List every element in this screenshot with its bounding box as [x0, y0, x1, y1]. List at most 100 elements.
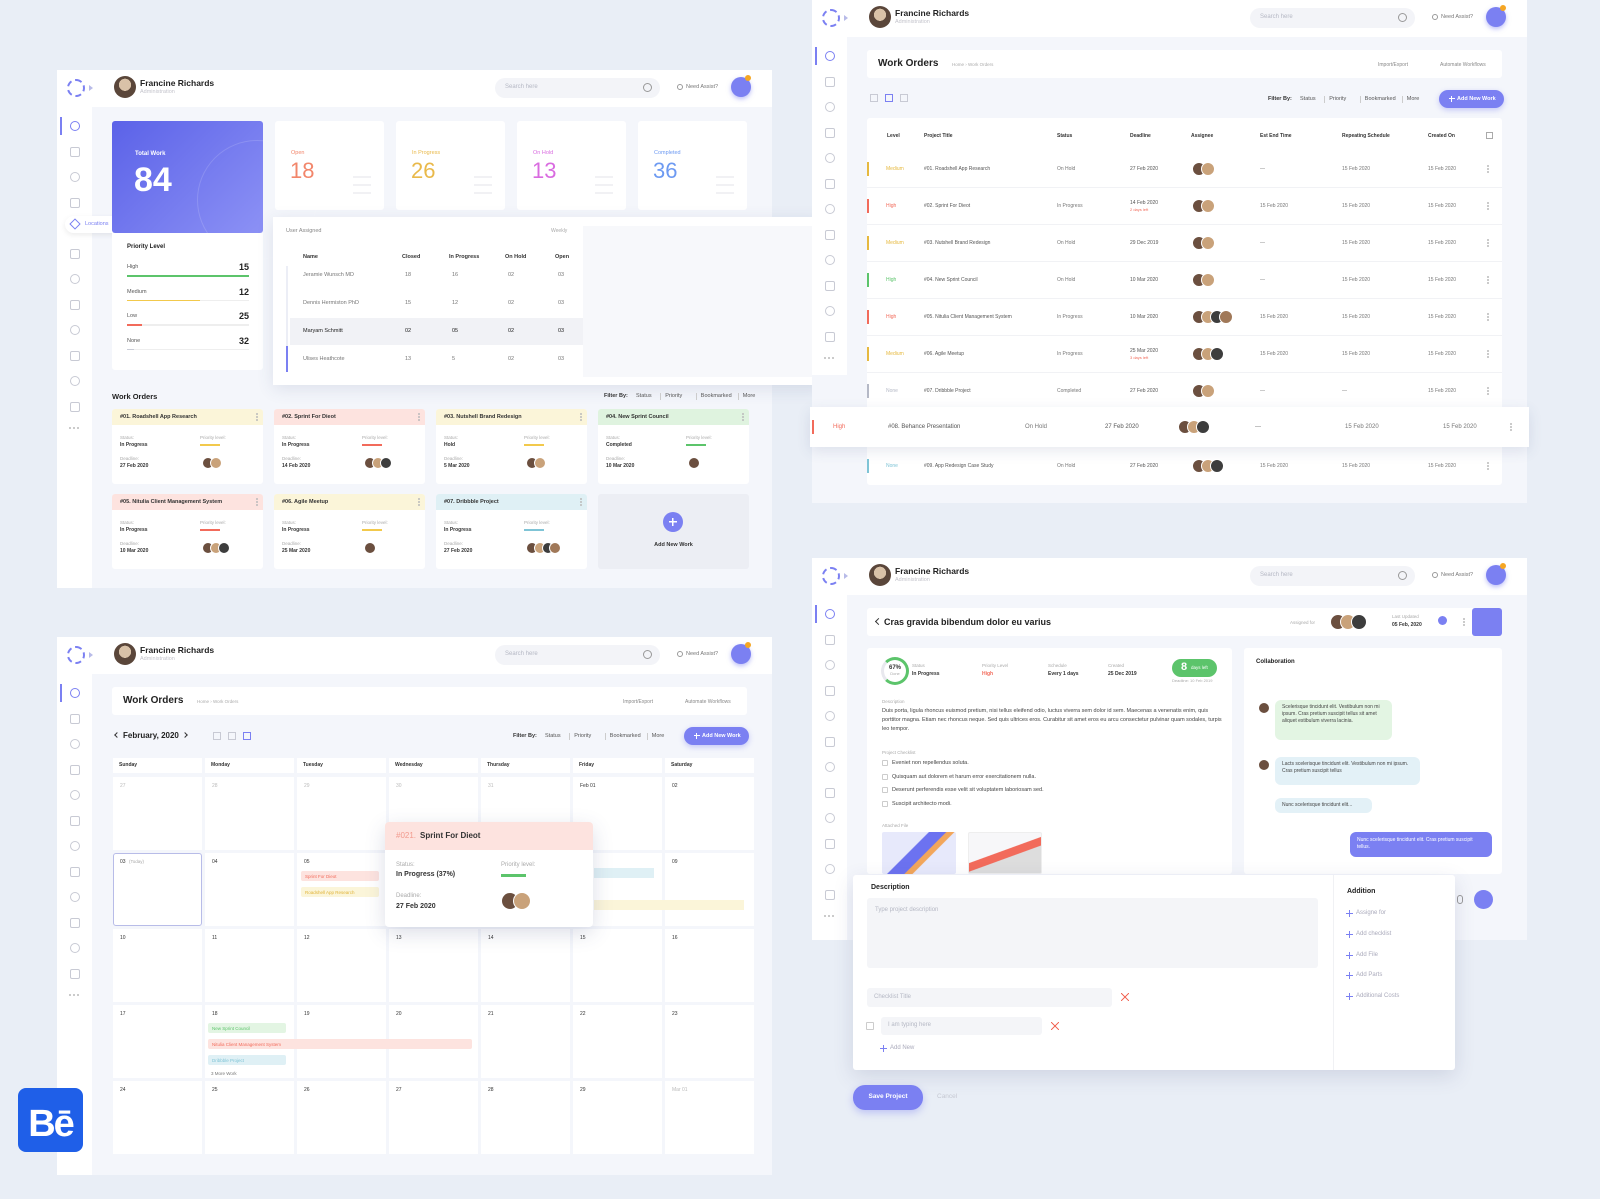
filter-option[interactable]: Bookmarked [1364, 96, 1396, 102]
calendar-date: 17 [120, 1011, 126, 1017]
assigned-label: Assigned for [1290, 620, 1316, 625]
edit-button[interactable] [1472, 608, 1502, 636]
event-continuation [594, 900, 744, 910]
sidebar-icon [70, 892, 80, 902]
filter-option[interactable]: Priority [665, 393, 683, 399]
automate-workflows[interactable]: Automate Workflows [1440, 62, 1486, 68]
avatar [1258, 759, 1270, 771]
work-card-priority-bar [524, 529, 544, 531]
filter-option[interactable]: Bookmarked [609, 733, 641, 739]
checklist-title-input[interactable]: Checklist Title [867, 988, 1112, 1007]
assigned-title[interactable]: User Assigned [286, 228, 322, 234]
created-on: 15 Feb 2020 [1428, 277, 1457, 283]
save-button[interactable]: Save Project [853, 1085, 923, 1110]
chevron [844, 15, 848, 21]
progress-ring [881, 657, 909, 685]
remove-icon[interactable] [1051, 1022, 1059, 1030]
addition-item[interactable]: Add checklist [1356, 930, 1392, 937]
day-name: Saturday [671, 762, 693, 768]
menu-dot [1487, 353, 1489, 355]
add-new-item[interactable]: Add New [890, 1045, 915, 1051]
priority-value: 25 [238, 311, 249, 321]
notification-dot [745, 75, 751, 81]
menu-dot [1487, 171, 1489, 173]
sidebar-more [69, 994, 71, 996]
sidebar-icon [825, 889, 835, 900]
import-export[interactable]: Import/Export [623, 699, 654, 705]
stat-deco [595, 192, 613, 194]
add-work-button[interactable]: Add New Work [1439, 90, 1504, 108]
send-button[interactable] [1474, 890, 1493, 909]
search-placeholder: Search here [505, 84, 538, 90]
search-box[interactable]: Search here [495, 645, 660, 665]
filter-option[interactable]: More [651, 733, 665, 739]
add-work-button[interactable]: Add New Work [684, 727, 749, 745]
assigned-period[interactable]: Weekly [551, 228, 568, 234]
project-deadline: 27 Feb 2020 [1130, 388, 1159, 394]
sidebar-icon [825, 634, 835, 645]
addition-item[interactable]: Add File [1356, 951, 1379, 958]
filter-option[interactable]: Status [636, 393, 652, 399]
addition-item[interactable]: Additional Costs [1356, 993, 1400, 1000]
level-text: Medium [886, 240, 904, 246]
help-link[interactable]: Need Assist? [1441, 14, 1474, 20]
priority-title: Priority Level [127, 244, 166, 250]
remove-icon[interactable] [1121, 993, 1129, 1001]
search-box[interactable]: Search here [1250, 8, 1415, 28]
checkbox [882, 800, 888, 807]
stat-label: Open [291, 150, 305, 156]
work-card-status-label: Status: [444, 520, 459, 525]
help-icon [677, 84, 683, 90]
filter-option[interactable]: More [742, 393, 756, 399]
filter-option[interactable]: More [1406, 96, 1420, 102]
help-link[interactable]: Need Assist? [1441, 572, 1474, 578]
work-card-priority-bar [200, 444, 220, 446]
table-column: Project Title [924, 133, 953, 139]
filter-option[interactable]: Status [1300, 96, 1316, 102]
menu-dot [1487, 313, 1489, 315]
filter-option[interactable]: Priority [1329, 96, 1347, 102]
filter-option[interactable]: Priority [574, 733, 592, 739]
assigned-cell: 5 [452, 356, 456, 362]
calendar-date: 28 [488, 1087, 494, 1093]
filter-option[interactable]: Status [545, 733, 561, 739]
search-box[interactable]: Search here [1250, 566, 1415, 586]
addition-item[interactable]: Add Parts [1356, 972, 1383, 979]
addition-item[interactable]: Assigne for [1356, 910, 1387, 916]
notification-bell[interactable] [731, 77, 751, 97]
cancel-button[interactable]: Cancel [937, 1093, 958, 1100]
notification-bell[interactable] [731, 644, 751, 664]
import-export[interactable]: Import/Export [1378, 62, 1409, 68]
calendar-date: 23 [672, 1011, 678, 1017]
avatar [1201, 236, 1216, 250]
work-card-status-label: Status: [282, 435, 297, 440]
sidebar-icon [825, 660, 835, 670]
project-deadline: 27 Feb 2020 [1130, 463, 1159, 469]
search-box[interactable]: Search here [495, 78, 660, 98]
search-icon [643, 650, 652, 659]
more-events[interactable]: 3 More Work [211, 1071, 237, 1076]
level-text: High [886, 314, 897, 320]
checklist-item-input[interactable]: I am typing here [881, 1017, 1042, 1035]
help-link[interactable]: Need Assist? [686, 651, 719, 657]
est-end-time: 15 Feb 2020 [1260, 463, 1289, 469]
filter-divider [1359, 96, 1361, 103]
add-work-card[interactable]: Add New Work [598, 494, 749, 569]
sidebar-icon [70, 917, 80, 928]
level-text: High [886, 203, 897, 209]
calendar-month: February, 2020 [123, 731, 179, 740]
created-on: 15 Feb 2020 [1428, 388, 1457, 394]
automate-workflows[interactable]: Automate Workflows [685, 699, 731, 705]
work-card-status-label: Status: [282, 520, 297, 525]
repeating-schedule: 15 Feb 2020 [1342, 166, 1371, 172]
help-link[interactable]: Need Assist? [686, 84, 719, 90]
notification-bell[interactable] [1486, 565, 1506, 585]
priority-bar [127, 299, 201, 301]
sidebar-icon [70, 299, 80, 310]
stat-value: 36 [653, 158, 678, 183]
popup-deadline: 27 Feb 2020 [396, 903, 436, 910]
assigned-cell: 02 [508, 300, 515, 306]
description-input[interactable]: Type project description [867, 898, 1318, 968]
filter-option[interactable]: Bookmarked [700, 393, 732, 399]
notification-bell[interactable] [1486, 7, 1506, 27]
